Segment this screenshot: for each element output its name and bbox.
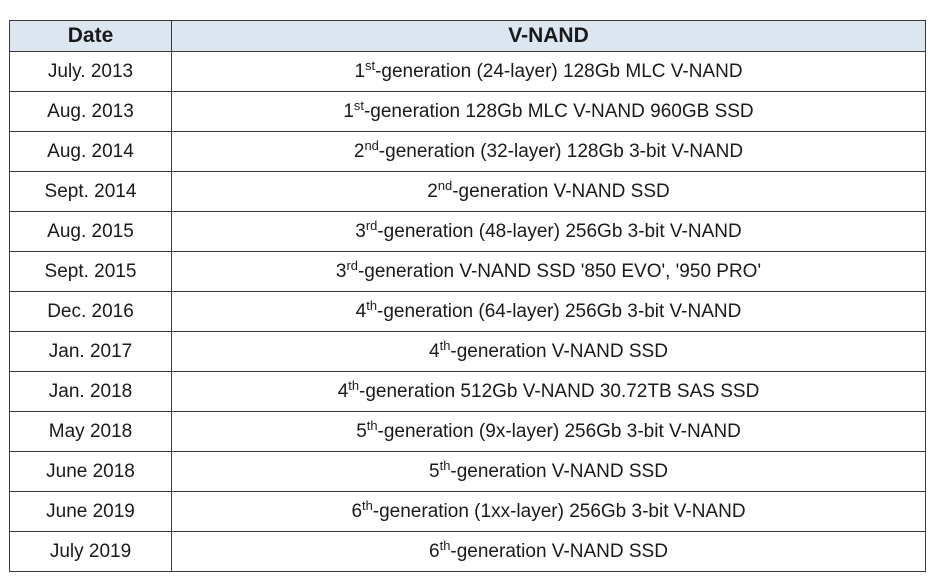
vnand-column-header: V-NAND (171, 20, 926, 52)
generation-description: -generation 512Gb V-NAND 30.72TB SAS SSD (359, 380, 760, 402)
generation-number: 5 (356, 420, 367, 442)
vnand-cell: 1st-generation 128Gb MLC V-NAND 960GB SS… (171, 91, 926, 132)
generation-number: 2 (427, 180, 438, 202)
generation-number: 4 (355, 300, 367, 322)
vnand-cell: 6th-generation (1xx-layer) 256Gb 3-bit V… (171, 491, 926, 532)
ordinal-suffix: th (362, 497, 373, 513)
date-cell: Aug. 2013 (9, 91, 172, 132)
vnand-cell: 6th-generation V-NAND SSD (171, 531, 926, 572)
date-cell: Aug. 2014 (9, 131, 172, 172)
table-row: Aug. 2014 2nd-generation (32-layer) 128Gb… (9, 131, 926, 172)
ordinal-suffix: th (439, 537, 451, 553)
generation-description: -generation 128Gb MLC V-NAND 960GB SSD (363, 100, 754, 122)
generation-number: 1 (354, 60, 366, 82)
generation-number: 1 (343, 100, 354, 122)
date-cell: Sept. 2015 (9, 251, 172, 292)
table-row: May 2018 5th-generation (9x-layer) 256Gb … (9, 411, 926, 452)
ordinal-suffix: th (366, 417, 378, 433)
generation-number: 3 (355, 220, 366, 242)
generation-description: -generation (48-layer) 256Gb 3-bit V-NAN… (377, 220, 742, 242)
generation-description: -generation V-NAND SSD (450, 460, 668, 482)
table-header-row: Date V-NAND (9, 20, 926, 52)
table-row: Dec. 2016 4th-generation (64-layer) 256Gb… (9, 291, 926, 332)
vnand-timeline-table: Date V-NAND July. 2013 1st-generation (24… (9, 20, 926, 572)
date-cell: Jan. 2017 (9, 331, 172, 372)
generation-number: 6 (351, 500, 363, 522)
vnand-cell: 5th-generation (9x-layer) 256Gb 3-bit V-… (171, 411, 926, 452)
table-row: July. 2013 1st-generation (24-layer) 128G… (9, 51, 926, 92)
vnand-cell: 1st-generation (24-layer) 128Gb MLC V-NA… (171, 51, 926, 92)
ordinal-suffix: st (365, 57, 376, 73)
generation-description: -generation (32-layer) 128Gb 3-bit V-NAN… (378, 140, 744, 162)
date-cell: Aug. 2015 (9, 211, 172, 252)
generation-description: -generation (64-layer) 256Gb 3-bit V-NAN… (377, 300, 742, 322)
generation-description: -generation (9x-layer) 256Gb 3-bit V-NAN… (377, 420, 741, 442)
ordinal-suffix: nd (437, 177, 453, 193)
generation-number: 5 (429, 460, 440, 482)
vnand-cell: 3rd-generation (48-layer) 256Gb 3-bit V-… (171, 211, 926, 252)
table-row: June 2018 5th-generation V-NAND SSD (9, 451, 926, 492)
generation-description: -generation V-NAND SSD '850 EVO', '950 P… (357, 260, 762, 282)
ordinal-suffix: rd (346, 257, 358, 273)
table-row: July 2019 6th-generation V-NAND SSD (9, 531, 926, 572)
table-row: Jan. 2017 4th-generation V-NAND SSD (9, 331, 926, 372)
date-cell: June 2019 (9, 491, 172, 532)
generation-description: -generation V-NAND SSD (452, 180, 670, 202)
date-cell: June 2018 (9, 451, 172, 492)
vnand-cell: 5th-generation V-NAND SSD (171, 451, 926, 492)
date-cell: July 2019 (9, 531, 172, 572)
table-row: Aug. 2015 3rd-generation (48-layer) 256Gb… (9, 211, 926, 252)
table-row: Sept. 2015 3rd-generation V-NAND SSD '850… (9, 251, 926, 292)
date-cell: Dec. 2016 (9, 291, 172, 332)
ordinal-suffix: st (353, 97, 364, 113)
generation-number: 2 (353, 140, 365, 162)
ordinal-suffix: th (439, 457, 451, 473)
table-row: June 2019 6th-generation (1xx-layer) 256G… (9, 491, 926, 532)
table-row: Jan. 2018 4th-generation 512Gb V-NAND 30.… (9, 371, 926, 412)
generation-description: -generation V-NAND SSD (450, 540, 668, 562)
ordinal-suffix: th (366, 297, 377, 313)
ordinal-suffix: th (439, 337, 451, 353)
date-cell: Sept. 2014 (9, 171, 172, 212)
ordinal-suffix: th (348, 377, 360, 393)
generation-number: 4 (429, 340, 440, 362)
date-column-header: Date (9, 20, 172, 52)
date-cell: May 2018 (9, 411, 172, 452)
date-cell: Jan. 2018 (9, 371, 172, 412)
vnand-cell: 2nd-generation (32-layer) 128Gb 3-bit V-… (171, 131, 926, 172)
vnand-cell: 2nd-generation V-NAND SSD (171, 171, 926, 212)
generation-number: 4 (337, 380, 349, 402)
vnand-cell: 3rd-generation V-NAND SSD '850 EVO', '95… (171, 251, 926, 292)
date-cell: July. 2013 (9, 51, 172, 92)
generation-number: 6 (429, 540, 440, 562)
table-row: Aug. 2013 1st-generation 128Gb MLC V-NAND… (9, 91, 926, 132)
generation-description: -generation (1xx-layer) 256Gb 3-bit V-NA… (372, 500, 746, 522)
generation-description: -generation V-NAND SSD (450, 340, 668, 362)
ordinal-suffix: nd (364, 137, 379, 153)
generation-number: 3 (335, 260, 347, 282)
table-row: Sept. 2014 2nd-generation V-NAND SSD (9, 171, 926, 212)
table-body: July. 2013 1st-generation (24-layer) 128G… (9, 51, 926, 572)
vnand-cell: 4th-generation (64-layer) 256Gb 3-bit V-… (171, 291, 926, 332)
vnand-timeline-table-container: Date V-NAND July. 2013 1st-generation (24… (9, 20, 926, 572)
generation-description: -generation (24-layer) 128Gb MLC V-NAND (375, 60, 743, 82)
ordinal-suffix: rd (365, 217, 378, 233)
vnand-cell: 4th-generation 512Gb V-NAND 30.72TB SAS … (171, 371, 926, 412)
vnand-cell: 4th-generation V-NAND SSD (171, 331, 926, 372)
